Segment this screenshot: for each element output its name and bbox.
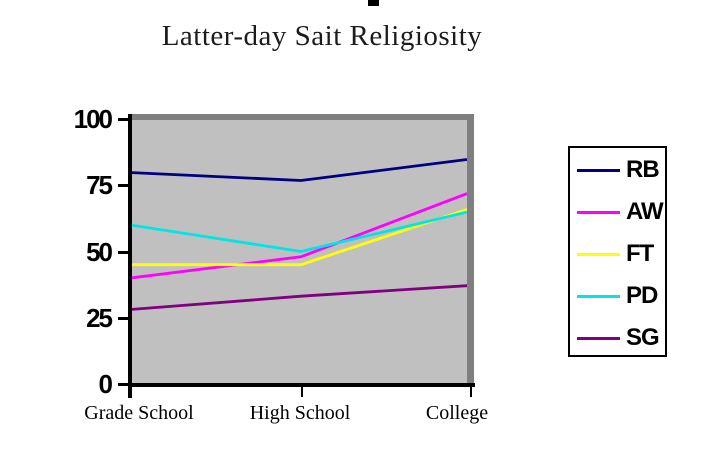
- y-tick-label: 25: [86, 302, 113, 333]
- legend-line-swatch: [577, 168, 620, 172]
- series-line-PD: [132, 210, 467, 253]
- y-tick-mark: [118, 184, 128, 188]
- legend-line-swatch: [577, 210, 620, 214]
- x-category-label: Grade School: [84, 402, 194, 424]
- plot-area: [132, 114, 474, 383]
- y-tick-mark: [118, 250, 128, 254]
- y-tick-mark: [118, 118, 128, 121]
- y-tick-mark: [118, 316, 128, 320]
- legend: RB AW FT PD SG: [568, 146, 667, 357]
- x-category-label: College: [425, 402, 489, 424]
- chart-title: Latter-day Sait Religiosity: [161, 20, 483, 52]
- series-line-FT: [132, 208, 467, 267]
- y-axis-line: [128, 114, 132, 398]
- y-tick-label: 0: [98, 369, 113, 399]
- y-tick-label: 50: [86, 236, 113, 267]
- legend-label: FT: [626, 240, 654, 267]
- series-line-AW: [132, 192, 467, 280]
- legend-entry-SG: SG: [570, 317, 665, 359]
- x-tick-mark: [470, 387, 472, 397]
- y-tick-mark: [118, 383, 128, 386]
- legend-line-swatch: [577, 252, 620, 256]
- series-line-RB: [132, 158, 467, 182]
- y-tick-label: 100: [73, 104, 113, 134]
- legend-entries: RB AW FT PD SG: [570, 149, 665, 359]
- x-tick-mark: [129, 387, 131, 397]
- legend-entry-RB: RB: [570, 149, 665, 191]
- legend-entry-FT: FT: [570, 233, 665, 275]
- y-tick-label: 75: [86, 170, 113, 201]
- series-line-SG: [132, 284, 467, 311]
- legend-label: SG: [626, 324, 660, 351]
- legend-line-swatch: [577, 294, 620, 298]
- line-series-plot: [132, 158, 467, 311]
- legend-label: RB: [626, 156, 660, 183]
- legend-entry-PD: PD: [570, 275, 665, 317]
- legend-label: AW: [626, 198, 664, 225]
- x-tick-mark: [301, 387, 303, 397]
- cropped-heading-fragment: [368, 0, 379, 6]
- legend-entry-AW: AW: [570, 191, 665, 233]
- x-axis-line: [128, 383, 475, 387]
- x-category-label: High School: [249, 402, 351, 424]
- legend-line-swatch: [577, 336, 620, 340]
- legend-label: PD: [626, 282, 658, 309]
